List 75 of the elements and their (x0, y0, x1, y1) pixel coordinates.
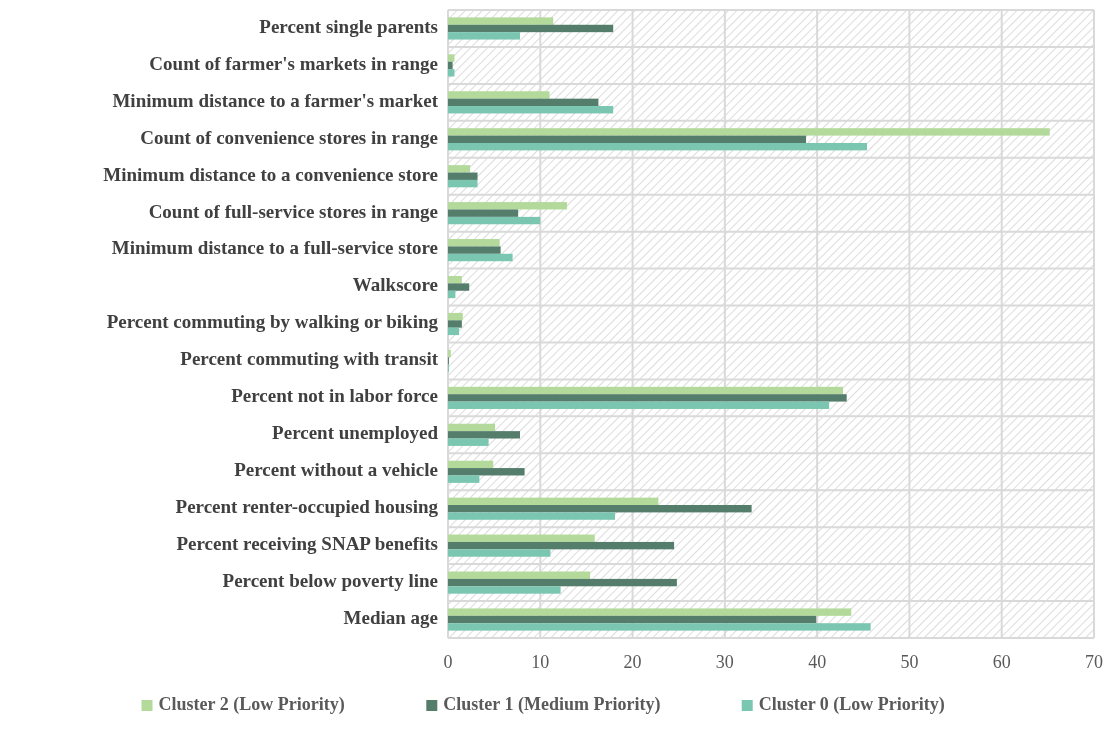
bar (448, 17, 554, 25)
bar (448, 349, 451, 358)
bar (448, 423, 496, 432)
bar (448, 623, 871, 631)
bar (448, 24, 614, 33)
x-tick-label: 60 (992, 652, 1011, 672)
x-tick-label: 50 (900, 652, 919, 672)
bar (448, 386, 843, 395)
x-tick-label: 0 (443, 652, 453, 672)
legend-label: Cluster 1 (Medium Priority) (443, 694, 661, 716)
y-tick-label: Count of full-service stores in range (148, 200, 438, 222)
bar (448, 246, 501, 254)
y-tick-label: Percent commuting by walking or biking (106, 311, 439, 333)
bar (448, 327, 460, 336)
bar (448, 165, 471, 173)
bar (448, 468, 525, 476)
x-tick-label: 30 (715, 652, 734, 672)
y-tick-label: Minimum distance to a full-service store (111, 237, 438, 259)
bar (448, 615, 817, 624)
bar (448, 91, 550, 99)
y-tick-label: Percent receiving SNAP benefits (176, 533, 438, 555)
y-tick-label: Count of farmer's markets in range (149, 52, 438, 74)
bar (448, 283, 470, 291)
bar (448, 460, 494, 469)
bar (448, 497, 659, 506)
y-tick-label: Minimum distance to a convenience store (103, 163, 438, 185)
y-tick-label: Percent single parents (259, 15, 438, 37)
bar (448, 534, 595, 542)
bar (448, 431, 520, 439)
bar (448, 54, 455, 62)
y-tick-label: Count of convenience stores in range (140, 126, 438, 148)
bar (448, 505, 752, 513)
bar (448, 312, 463, 321)
bar (448, 394, 847, 402)
y-tick-label: Percent commuting with transit (180, 348, 439, 370)
bar (448, 239, 500, 247)
bar (448, 202, 568, 210)
bar (448, 320, 462, 328)
legend-label: Cluster 2 (Low Priority) (158, 694, 345, 716)
y-tick-label: Minimum distance to a farmer's market (112, 89, 439, 111)
bar (448, 608, 852, 616)
bar (448, 586, 561, 594)
bar (448, 135, 807, 143)
y-tick-label: Percent below poverty line (222, 569, 438, 591)
bar (448, 172, 478, 180)
bar (448, 275, 462, 284)
y-tick-label: Median age (343, 606, 438, 628)
bar (448, 541, 675, 550)
bar (448, 106, 614, 114)
x-tick-label: 10 (531, 652, 550, 672)
bar (448, 512, 616, 520)
x-tick-label: 70 (1085, 652, 1103, 672)
x-tick-label: 40 (808, 652, 827, 672)
bar (448, 549, 551, 557)
bar (448, 128, 1050, 136)
bar (448, 571, 591, 579)
bar (448, 209, 519, 217)
bar (448, 401, 830, 409)
bar (448, 578, 677, 587)
x-tick-label: 20 (623, 652, 642, 672)
bar (448, 142, 867, 151)
bar (448, 98, 599, 107)
bar (448, 32, 520, 40)
y-tick-label: Percent not in labor force (231, 385, 438, 407)
y-tick-label: Walkscore (352, 274, 438, 296)
y-tick-label: Percent renter-occupied housing (175, 496, 439, 518)
y-tick-label: Percent unemployed (272, 422, 439, 444)
bar (448, 61, 453, 70)
bar (448, 216, 541, 225)
bar (448, 438, 489, 446)
y-tick-label: Percent without a vehicle (234, 459, 438, 481)
bar (448, 179, 478, 188)
bar (448, 475, 480, 483)
bar (448, 253, 513, 262)
legend-label: Cluster 0 (Low Priority) (758, 694, 945, 716)
